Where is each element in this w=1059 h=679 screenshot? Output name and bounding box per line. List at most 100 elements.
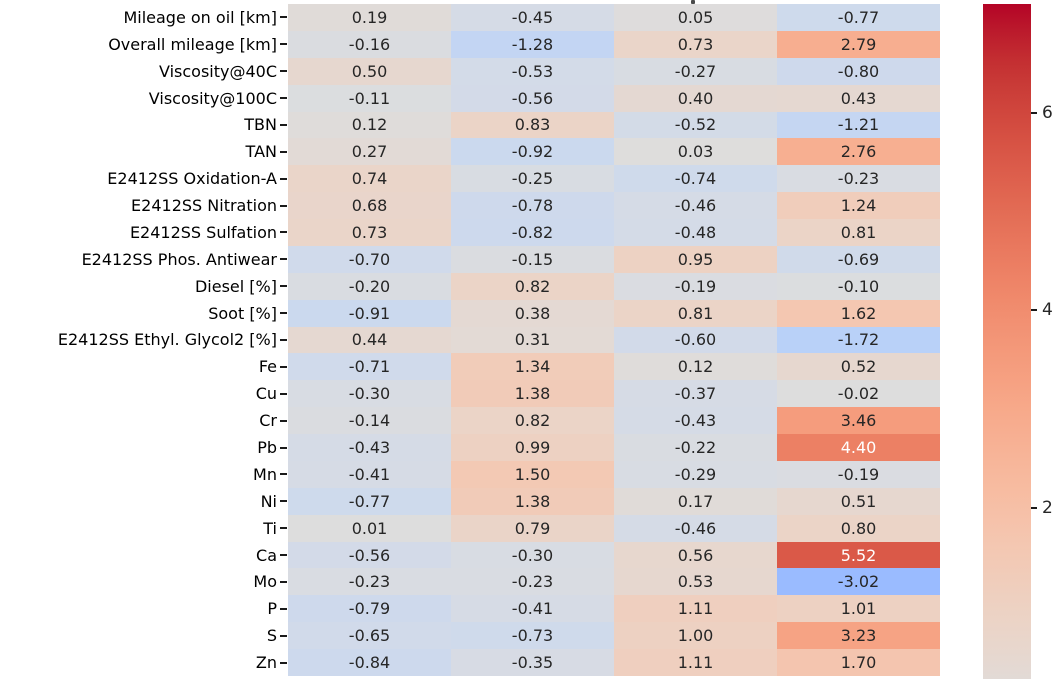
heatmap-cell: -0.35 (451, 649, 614, 676)
heatmap-cell: -0.37 (614, 380, 777, 408)
heatmap-cell: 0.19 (288, 4, 451, 31)
row-label: E2412SS Nitration (131, 196, 277, 216)
y-tick-mark (280, 419, 287, 422)
heatmap-cell: 1.11 (614, 649, 777, 676)
heatmap-cell: -0.80 (777, 57, 940, 85)
colorbar-tick-label: 4 (1042, 300, 1053, 321)
row-label: Mileage on oil [km] (123, 7, 277, 27)
heatmap-cell: 0.53 (614, 568, 777, 596)
y-tick-mark (280, 580, 287, 583)
heatmap-cell: -0.20 (288, 272, 451, 300)
row-label: Viscosity@100C (148, 88, 277, 108)
heatmap-cell: -0.22 (614, 434, 777, 461)
heatmap-cell: 0.73 (288, 219, 451, 246)
heatmap-cell: 0.44 (288, 326, 451, 354)
heatmap-cell: -0.48 (614, 219, 777, 246)
heatmap-cell: -0.43 (614, 407, 777, 435)
heatmap-cell: -3.02 (777, 568, 940, 596)
y-tick-mark (280, 123, 287, 126)
heatmap-cell: -0.23 (777, 165, 940, 193)
heatmap-cell: -0.16 (288, 30, 451, 58)
row-label: E2412SS Ethyl. Glycol2 [%] (57, 330, 277, 350)
heatmap-cell: -1.21 (777, 111, 940, 139)
heatmap-cell: -0.60 (614, 326, 777, 354)
y-tick-mark (280, 177, 287, 180)
heatmap-cell: -0.19 (777, 460, 940, 488)
heatmap-cell: -0.56 (288, 541, 451, 569)
heatmap-cell: -0.25 (451, 165, 614, 193)
heatmap-cell: 0.27 (288, 138, 451, 166)
y-tick-mark (280, 258, 287, 261)
y-tick-mark (280, 204, 287, 207)
heatmap-cell: 0.99 (451, 434, 614, 461)
heatmap-cell: -0.53 (451, 57, 614, 85)
heatmap-cell: -1.28 (451, 30, 614, 58)
heatmap-cell: 1.62 (777, 299, 940, 327)
y-tick-mark (280, 554, 287, 557)
heatmap-cell: 0.95 (614, 245, 777, 273)
y-tick-mark (280, 607, 287, 610)
heatmap-cell: -0.52 (614, 111, 777, 139)
heatmap-cell: -0.30 (288, 380, 451, 408)
heatmap-cell: 0.51 (777, 487, 940, 515)
heatmap-cell: -0.91 (288, 299, 451, 327)
heatmap-cell: 1.38 (451, 380, 614, 408)
row-label: Ni (260, 491, 277, 511)
y-tick-mark (280, 365, 287, 368)
heatmap-cell: 2.76 (777, 138, 940, 166)
heatmap-cell: 1.34 (451, 353, 614, 381)
heatmap-cell: -0.77 (288, 487, 451, 515)
heatmap-cell: -0.74 (614, 165, 777, 193)
heatmap-cell: -0.46 (614, 192, 777, 220)
heatmap-cell: -0.23 (451, 568, 614, 596)
row-label: Ti (263, 518, 277, 538)
heatmap-cell: -0.84 (288, 649, 451, 676)
heatmap-cell: -0.10 (777, 272, 940, 300)
heatmap-cell: 0.56 (614, 541, 777, 569)
heatmap-cell: -0.41 (451, 595, 614, 623)
heatmap-cell: -0.69 (777, 245, 940, 273)
heatmap-cell: -0.77 (777, 4, 940, 31)
heatmap-cell: -0.78 (451, 192, 614, 220)
heatmap-cell: -0.29 (614, 460, 777, 488)
heatmap-cell: -0.30 (451, 541, 614, 569)
row-label: Ca (256, 545, 277, 565)
y-tick-mark (280, 43, 287, 46)
row-label: E2412SS Sulfation (129, 222, 277, 242)
heatmap-cell: 1.70 (777, 649, 940, 676)
row-label: Fe (258, 357, 277, 377)
heatmap-grid: 0.19 -0.45 0.05 -0.77 -0.16 -1.28 0.73 2.79 0.50… (288, 4, 940, 676)
heatmap-cell: 0.12 (614, 353, 777, 381)
heatmap-cell: -0.23 (288, 568, 451, 596)
heatmap-cell: 0.31 (451, 326, 614, 354)
y-tick-mark (280, 285, 287, 288)
heatmap-cell: 0.81 (777, 219, 940, 246)
heatmap-cell: -0.45 (451, 4, 614, 31)
y-tick-mark (280, 527, 287, 530)
row-label: Overall mileage [km] (108, 34, 277, 54)
heatmap-cell: 0.38 (451, 299, 614, 327)
heatmap-cell: -0.73 (451, 622, 614, 650)
heatmap-cell: -0.92 (451, 138, 614, 166)
row-label: S (266, 626, 277, 646)
y-tick-mark (280, 500, 287, 503)
colorbar-tick-mark (1031, 111, 1037, 114)
row-label: Cu (255, 384, 277, 404)
heatmap-cell: 0.50 (288, 57, 451, 85)
heatmap-cell: 0.68 (288, 192, 451, 220)
colorbar-tick-label: 2 (1042, 498, 1053, 519)
colorbar-tick-label: 6 (1042, 102, 1053, 123)
row-label: Mn (253, 464, 277, 484)
heatmap-cell: -0.79 (288, 595, 451, 623)
row-label: Mo (253, 572, 277, 592)
row-label: E2412SS Phos. Antiwear (81, 249, 277, 269)
heatmap-cell: 3.23 (777, 622, 940, 650)
heatmap-cell: -0.56 (451, 84, 614, 112)
heatmap-cell: 1.11 (614, 595, 777, 623)
heatmap-cell: -0.27 (614, 57, 777, 85)
heatmap-cell: 0.05 (614, 4, 777, 31)
y-tick-mark (280, 634, 287, 637)
heatmap-cell: 0.74 (288, 165, 451, 193)
heatmap-cell: -0.41 (288, 460, 451, 488)
heatmap-cell: 0.82 (451, 272, 614, 300)
